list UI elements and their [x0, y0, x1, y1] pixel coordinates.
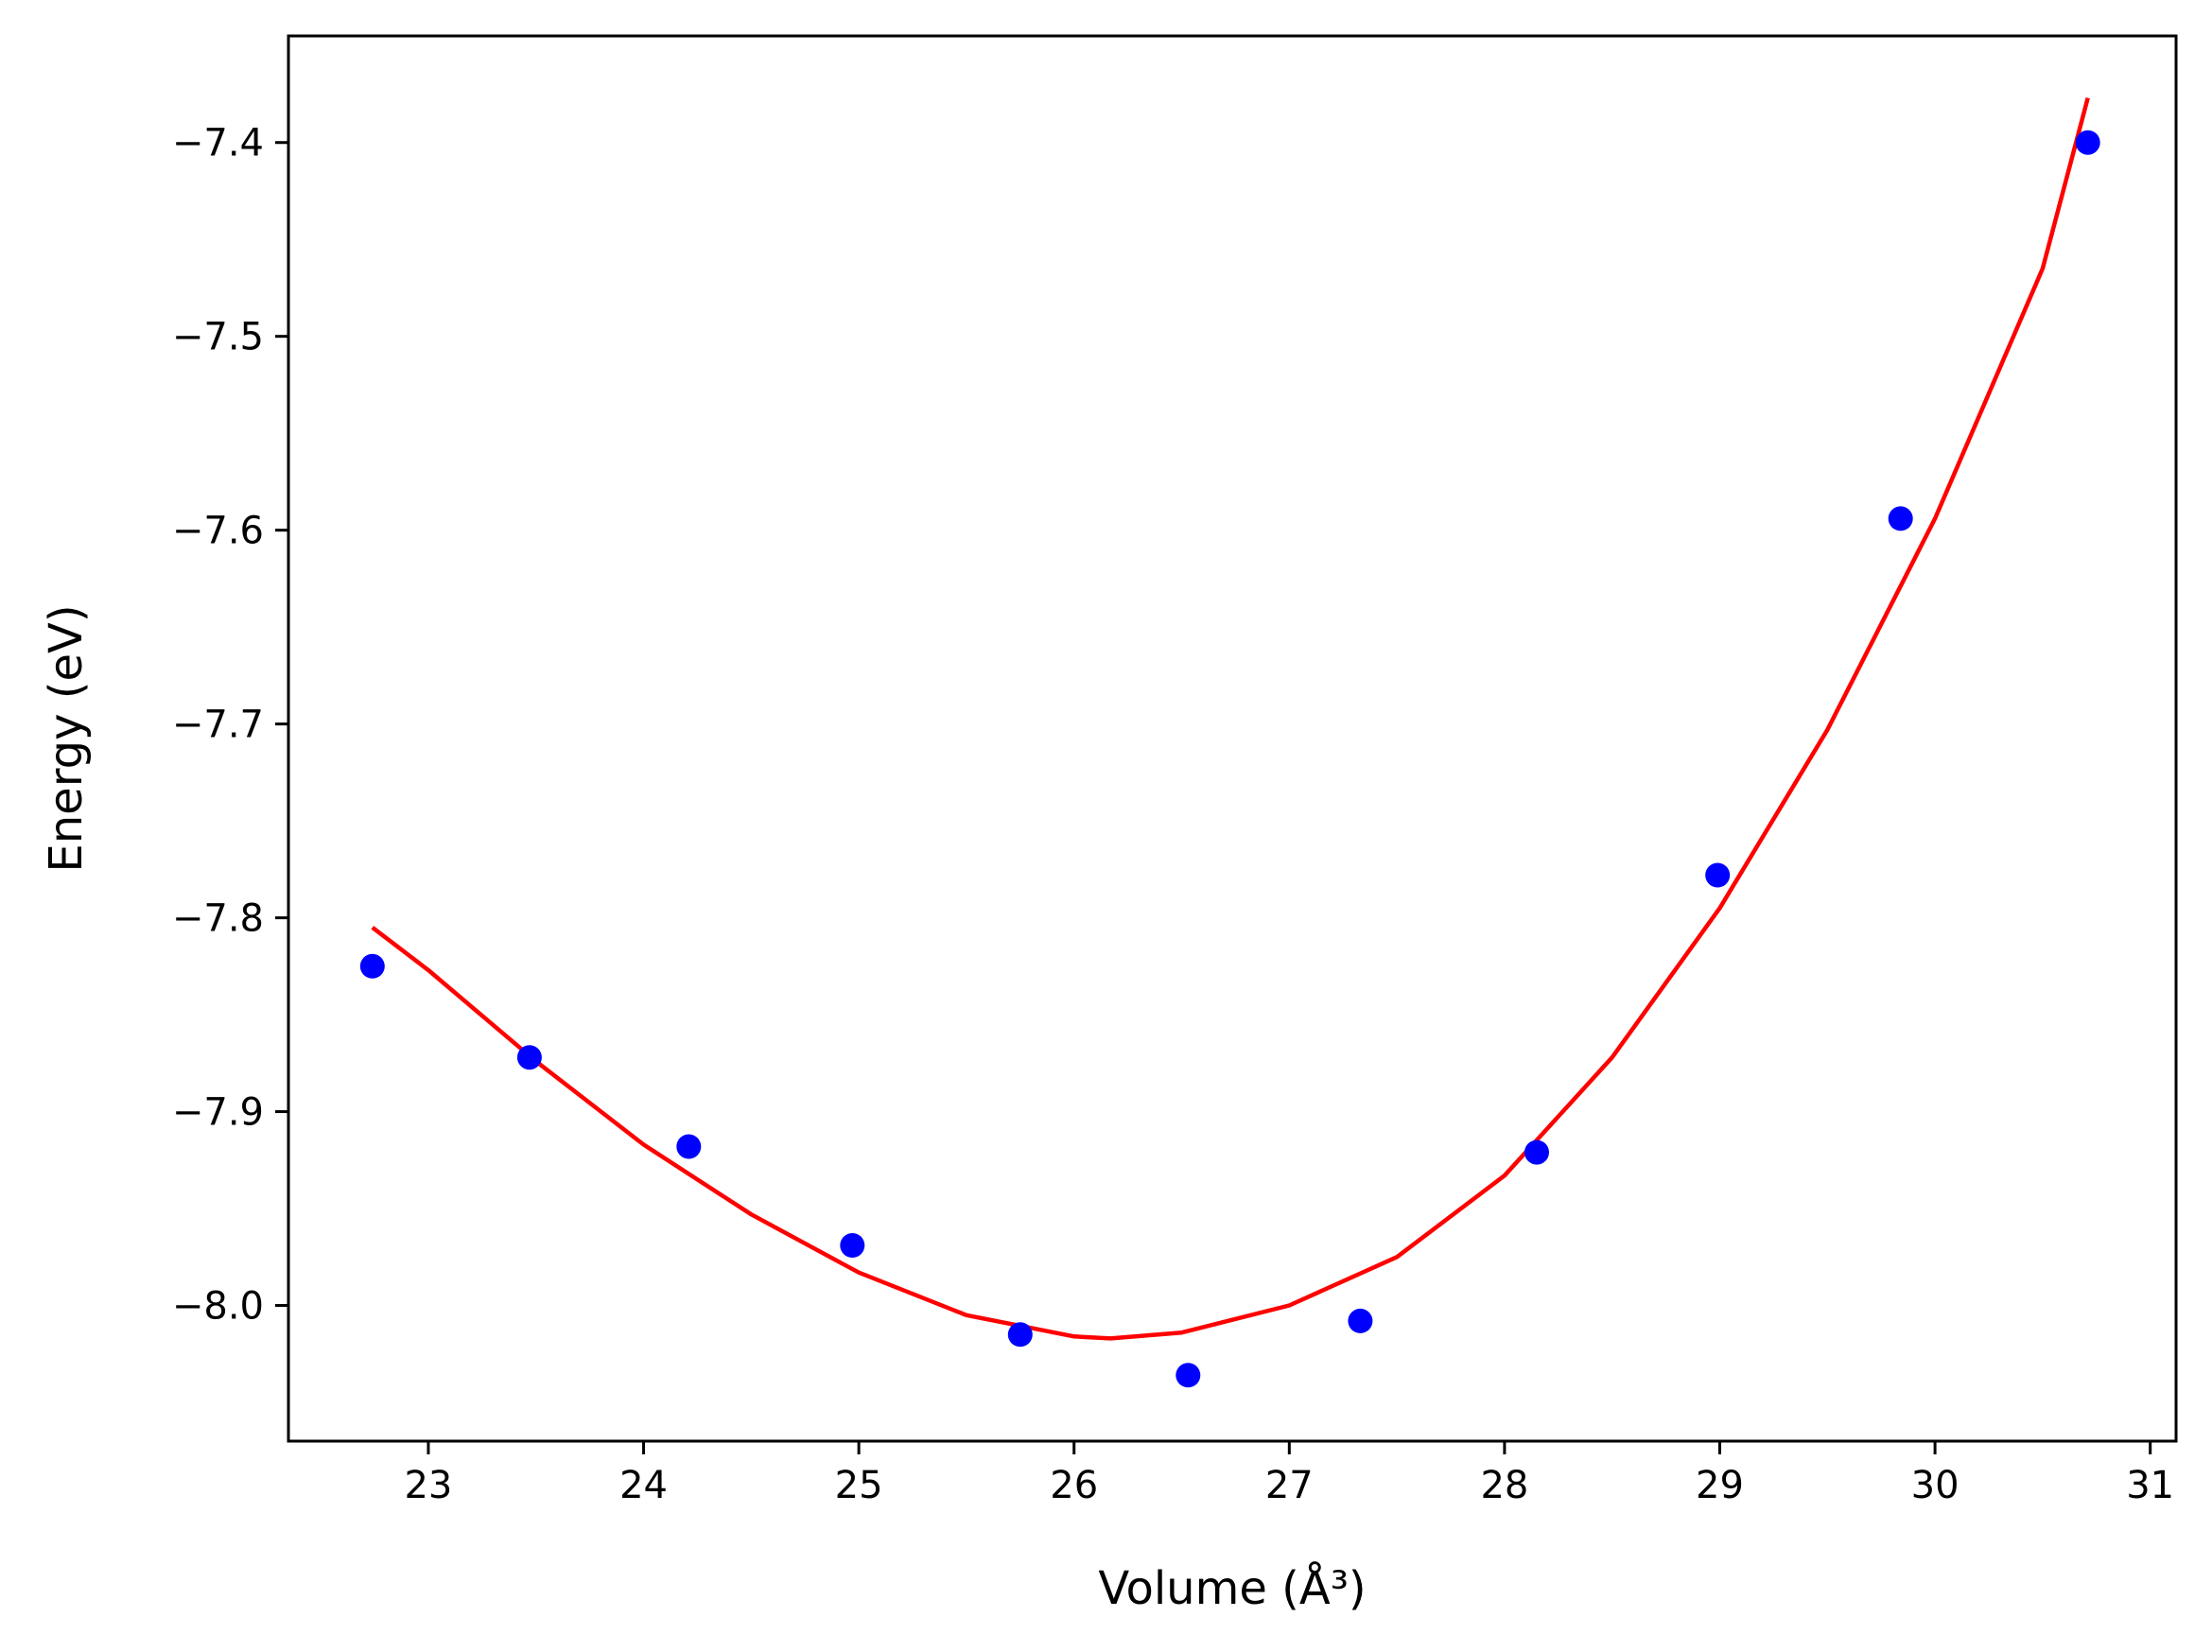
fit-curve	[371, 97, 2090, 1341]
x-tick-label: 25	[835, 1464, 883, 1507]
data-point	[1888, 506, 1913, 531]
y-tick-label: −7.4	[172, 122, 264, 165]
data-point	[2075, 130, 2100, 155]
plot-frame	[287, 34, 2178, 1443]
y-axis-label: Energy (eV)	[40, 604, 93, 872]
data-point	[1007, 1322, 1033, 1348]
x-tick-label: 27	[1265, 1464, 1314, 1507]
y-tick-label: −7.5	[172, 316, 264, 359]
x-tick-label: 29	[1696, 1464, 1744, 1507]
x-tick-label: 31	[2126, 1464, 2174, 1507]
data-point	[516, 1045, 542, 1070]
data-point	[1176, 1363, 1201, 1388]
axes: 23 24 25 26 27 28 29 30 31 −8.0 −7.9 −7.8 −7.7 −7.6 −7…	[172, 34, 2178, 1507]
y-tick-label: −7.7	[172, 704, 264, 747]
plot-area	[359, 97, 2100, 1388]
y-tick-label: −7.8	[172, 897, 264, 941]
x-tick-label: 24	[619, 1464, 668, 1507]
data-point	[840, 1233, 865, 1258]
y-tick-label: −8.0	[172, 1285, 264, 1329]
x-axis-label: Volume (Å³)	[1098, 1561, 1366, 1615]
data-point	[1348, 1308, 1373, 1333]
x-tick-label: 26	[1050, 1464, 1098, 1507]
y-tick-label: −7.6	[172, 510, 264, 553]
x-tick-label: 30	[1911, 1464, 1959, 1507]
data-point	[1705, 862, 1731, 888]
x-tick-label: 23	[404, 1464, 452, 1507]
x-tick-label: 28	[1480, 1464, 1528, 1507]
y-tick-label: −7.9	[172, 1091, 264, 1135]
data-point	[1524, 1139, 1549, 1165]
data-point	[359, 953, 385, 979]
data-point	[676, 1134, 702, 1159]
